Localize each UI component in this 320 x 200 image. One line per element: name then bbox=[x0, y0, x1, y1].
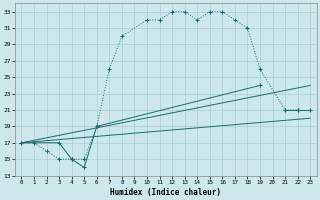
X-axis label: Humidex (Indice chaleur): Humidex (Indice chaleur) bbox=[110, 188, 221, 197]
